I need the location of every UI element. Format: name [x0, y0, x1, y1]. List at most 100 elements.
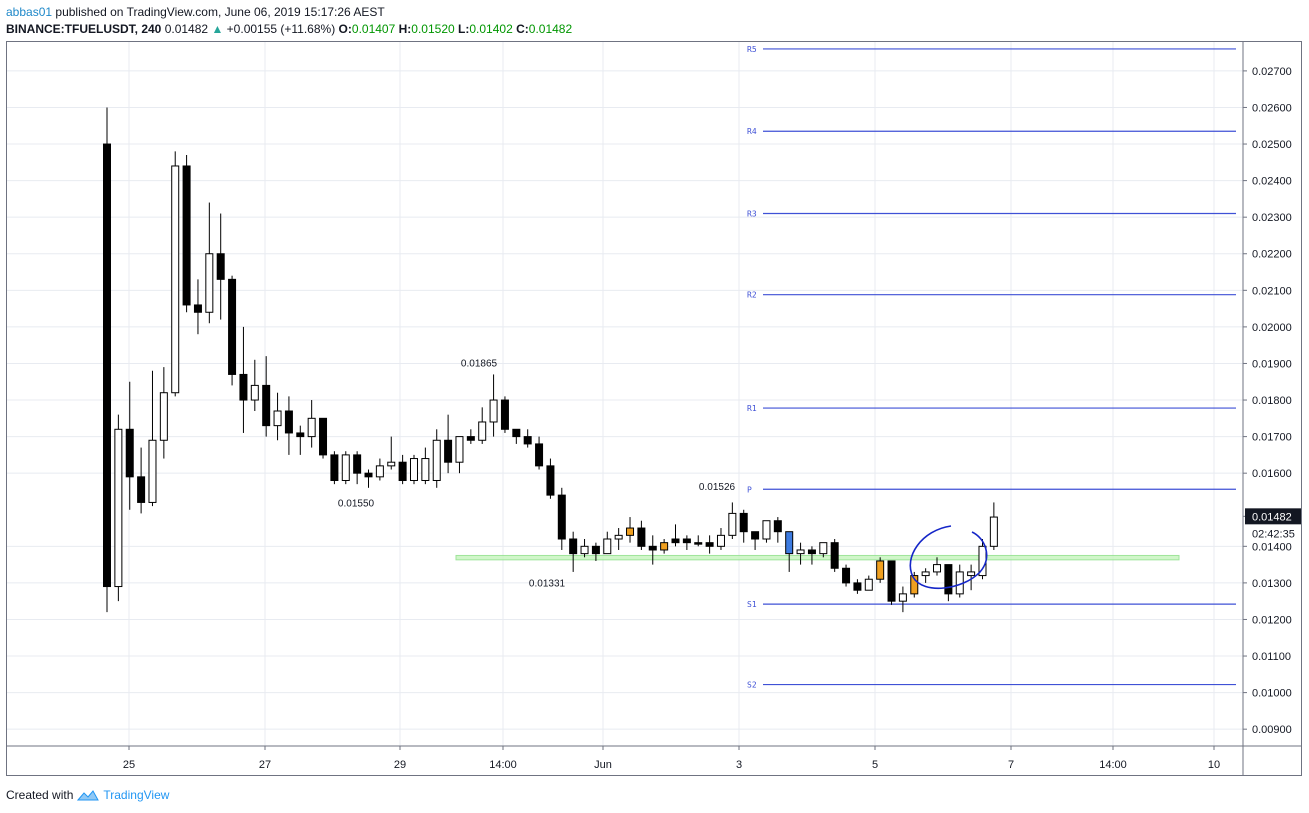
- author-link[interactable]: abbas01: [6, 5, 53, 19]
- candle: [830, 539, 839, 572]
- candle: [557, 487, 566, 550]
- candle: [387, 436, 396, 470]
- candle: [375, 458, 384, 481]
- candle-body: [751, 531, 760, 540]
- candle: [137, 447, 146, 514]
- candle-body: [489, 399, 498, 423]
- support-zone-layer: [455, 554, 1180, 561]
- candle-body: [626, 527, 635, 536]
- candle-body: [637, 527, 646, 547]
- candle-body: [705, 542, 714, 547]
- candle-body: [796, 549, 805, 555]
- candle-body: [125, 428, 134, 478]
- time-axis: 25 27 29 14:00 Jun 3 5 7 14:00 10: [7, 745, 1301, 771]
- price-annotation: 0.01865: [461, 358, 498, 369]
- candle-body: [478, 421, 487, 441]
- candle-body: [876, 560, 885, 580]
- time-tick-label: 29: [394, 759, 406, 771]
- price-tick-label: 0.02300: [1252, 212, 1292, 224]
- candle: [660, 539, 669, 554]
- price-tick-label: 0.02100: [1252, 285, 1292, 297]
- candle: [819, 542, 828, 558]
- publish-info: abbas01 published on TradingView.com, Ju…: [6, 5, 385, 19]
- high-label: H:: [398, 22, 412, 36]
- candle: [228, 275, 237, 386]
- price-tick-label: 0.01300: [1252, 578, 1292, 590]
- candle: [785, 531, 794, 572]
- time-tick-label: 14:00: [1099, 759, 1127, 771]
- symbol-label: BINANCE:TFUELUSDT, 240: [6, 22, 162, 36]
- open-value: 0.01407: [351, 22, 396, 36]
- chart-grid: [7, 42, 1243, 746]
- candle-body: [148, 439, 157, 503]
- candle: [523, 429, 532, 448]
- time-tick-label: 27: [259, 759, 271, 771]
- candle-body: [307, 417, 316, 438]
- candle: [262, 356, 271, 437]
- candle: [728, 502, 737, 540]
- candle-body: [432, 439, 441, 481]
- candle: [330, 451, 339, 485]
- candle: [955, 564, 964, 598]
- candle: [512, 428, 521, 444]
- candle-body: [444, 439, 453, 463]
- candle: [898, 586, 907, 613]
- candle: [353, 451, 362, 485]
- candle: [944, 564, 953, 602]
- pivot-label-r2: R2: [747, 291, 757, 300]
- candle: [989, 502, 998, 550]
- candle: [125, 381, 134, 510]
- candle-body: [716, 534, 725, 547]
- candle-body: [887, 560, 896, 602]
- candle: [489, 374, 498, 437]
- candle: [580, 539, 589, 558]
- candle: [478, 407, 487, 444]
- price-tick-label: 0.01200: [1252, 614, 1292, 626]
- candle: [307, 400, 316, 448]
- candle: [933, 557, 942, 576]
- candle-body: [500, 399, 509, 430]
- candle-body: [455, 436, 464, 463]
- pivot-label-s1: S1: [747, 600, 757, 609]
- candle-body: [262, 384, 271, 427]
- candle-body: [171, 165, 180, 394]
- countdown-label: 02:42:35: [1252, 528, 1295, 540]
- candle-body: [728, 512, 737, 536]
- candle: [967, 564, 976, 591]
- candle: [250, 359, 259, 412]
- candle-body: [762, 520, 771, 540]
- time-tick-label: 3: [736, 759, 742, 771]
- candle-body: [739, 512, 748, 533]
- candle-body: [466, 436, 475, 441]
- candle: [591, 542, 600, 561]
- candle-body: [830, 542, 839, 569]
- candle: [432, 429, 441, 488]
- pivot-label-r3: R3: [747, 210, 757, 219]
- tradingview-link[interactable]: TradingView: [103, 788, 170, 802]
- candle: [409, 454, 418, 485]
- candle-body: [409, 458, 418, 481]
- candle: [171, 151, 180, 397]
- time-tick-label: 25: [123, 759, 135, 771]
- candle-body: [853, 582, 862, 591]
- time-tick-label: 5: [872, 759, 878, 771]
- candle-body: [910, 575, 919, 595]
- candle-body: [193, 304, 202, 313]
- candle: [796, 542, 805, 565]
- candle: [842, 564, 851, 587]
- candle-body: [557, 494, 566, 540]
- price-tick-label: 0.02500: [1252, 139, 1292, 151]
- candle-body: [944, 564, 953, 595]
- candle-body: [535, 443, 544, 467]
- candle-body: [989, 516, 998, 547]
- chart-frame[interactable]: R5 R4 R3 R2 R1 P S1 S2 0.01865 0.01550 0.01331 0.0…: [6, 41, 1302, 776]
- last-price-value: 0.01482: [164, 22, 209, 36]
- candle: [364, 469, 373, 488]
- candle: [341, 451, 350, 485]
- candles-layer: [103, 107, 998, 613]
- price-tick-label: 0.01900: [1252, 358, 1292, 370]
- low-value: 0.01402: [469, 22, 513, 36]
- candle: [682, 535, 691, 550]
- pivot-label-p: P: [747, 485, 752, 494]
